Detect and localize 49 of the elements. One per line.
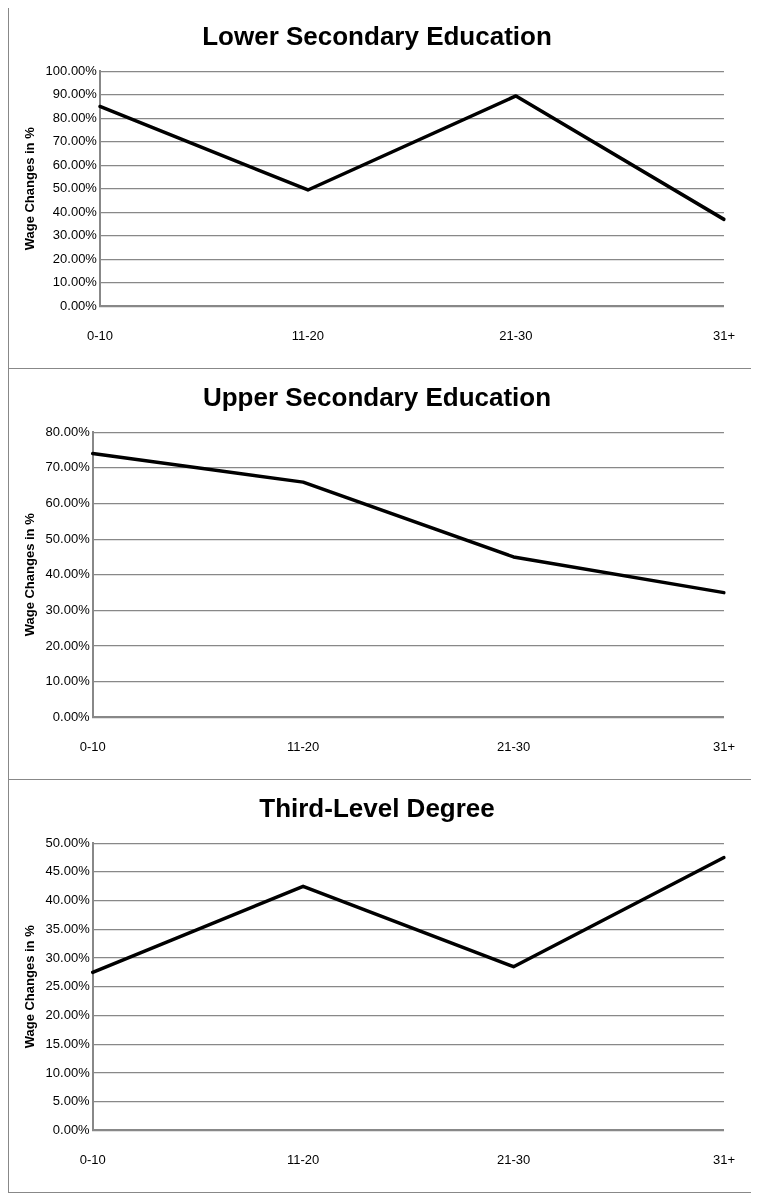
y-tick-label: 45.00% [45,863,91,879]
y-tick-label: 10.00% [45,1064,91,1080]
y-tick-label: 10.00% [45,673,91,689]
y-tick-label: 5.00% [52,1093,91,1109]
y-axis-title: Wage Changes in % [22,924,38,1049]
x-tick-label: 21-30 [496,1151,531,1167]
y-tick-label: 80.00% [52,109,98,125]
y-tick-label: 60.00% [45,495,91,511]
x-tick-label: 31+ [712,738,736,754]
y-tick-label: 25.00% [45,978,91,994]
x-tick-label: 21-30 [496,738,531,754]
x-tick-label: 31+ [712,1151,736,1167]
y-tick-label: 20.00% [45,1007,91,1023]
y-tick-label: 20.00% [52,250,98,266]
y-tick-label: 40.00% [52,203,98,219]
y-tick-label: 50.00% [45,530,91,546]
chart-title: Lower Secondary Education [202,20,552,51]
y-tick-label: 40.00% [45,892,91,908]
x-tick-label: 11-20 [291,327,325,343]
x-tick-label: 11-20 [286,1151,320,1167]
y-tick-label: 35.00% [45,920,91,936]
x-tick-label: 21-30 [499,327,533,343]
y-tick-label: 70.00% [52,133,98,149]
y-tick-label: 30.00% [45,949,91,965]
y-tick-label: 50.00% [52,180,98,196]
y-axis-title: Wage Changes in % [22,512,38,637]
y-tick-label: 60.00% [52,156,98,172]
x-tick-label: 11-20 [286,738,320,754]
y-tick-label: 90.00% [52,86,98,102]
y-tick-label: 70.00% [45,459,91,475]
y-tick-label: 0.00% [52,1121,91,1137]
y-tick-label: 15.00% [45,1035,91,1051]
chart-title: Upper Secondary Education [202,381,552,412]
chart-title: Third-Level Degree [259,792,495,823]
y-tick-label: 10.00% [52,274,98,290]
x-tick-label: 0-10 [79,1151,106,1167]
y-tick-label: 0.00% [60,297,98,313]
y-tick-label: 20.00% [45,637,91,653]
y-tick-label: 80.00% [45,423,91,439]
x-tick-label: 0-10 [86,327,113,343]
y-tick-label: 0.00% [52,708,91,724]
x-tick-label: 0-10 [79,738,106,754]
y-axis-title: Wage Changes in % [22,126,38,251]
y-tick-label: 30.00% [45,602,91,618]
y-tick-label: 100.00% [45,62,98,78]
y-tick-label: 30.00% [52,227,98,243]
y-tick-label: 40.00% [45,566,91,582]
x-tick-label: 31+ [712,327,736,343]
y-tick-label: 50.00% [45,834,91,850]
